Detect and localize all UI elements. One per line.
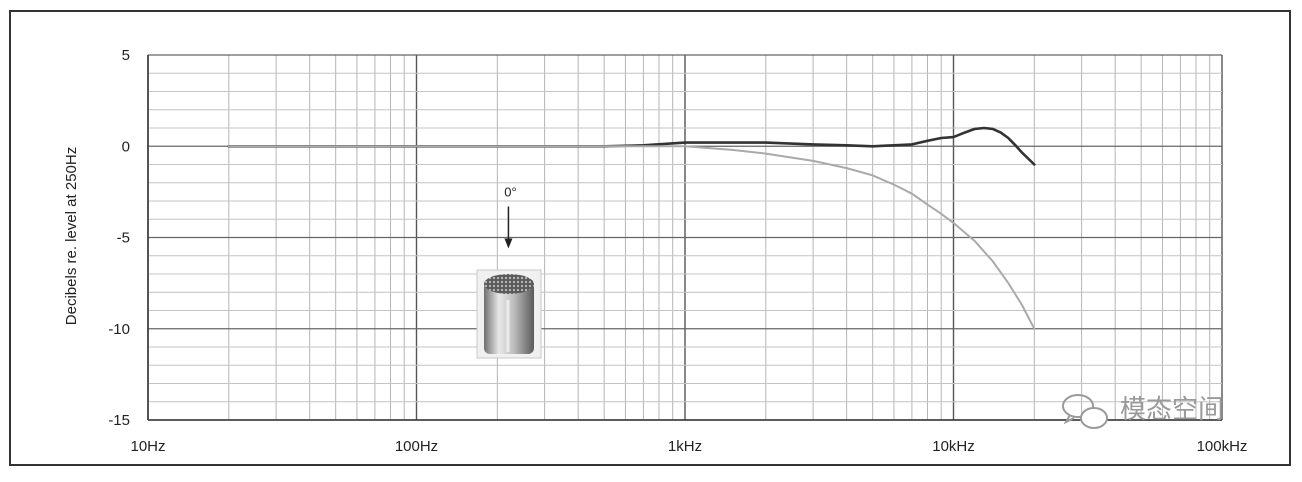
y-tick-label: -5 [117, 230, 130, 247]
x-tick-label: 1kHz [668, 438, 702, 455]
y-tick-labels: 5 0 -5 -10 -15 [108, 47, 130, 429]
wechat-icon [1062, 394, 1108, 429]
chart-grid [147, 54, 1223, 421]
x-tick-label: 100kHz [1197, 438, 1248, 455]
chart-annotations: 0° [504, 184, 517, 249]
chart-axes [147, 55, 1222, 421]
x-tick-label: 10kHz [932, 438, 975, 455]
series-line-2 [227, 145, 1036, 330]
x-tick-labels: 10Hz 100Hz 1kHz 10kHz 100kHz [130, 438, 1247, 455]
y-tick-label: -10 [108, 321, 130, 338]
y-tick-label: -15 [108, 412, 130, 429]
y-tick-label: 5 [122, 47, 130, 64]
y-tick-label: 0 [122, 138, 130, 155]
annotation-label: 0° [504, 184, 516, 199]
watermark-text: 模态空间 [1120, 395, 1224, 425]
microphone-illustration [476, 269, 542, 359]
x-tick-label: 100Hz [395, 438, 438, 455]
annotation-arrowhead [504, 238, 513, 249]
x-tick-label: 10Hz [130, 438, 165, 455]
watermark: 模态空间 [1062, 394, 1224, 429]
y-axis-label: Decibels re. level at 250Hz [63, 147, 80, 325]
chart-series [227, 126, 1036, 330]
